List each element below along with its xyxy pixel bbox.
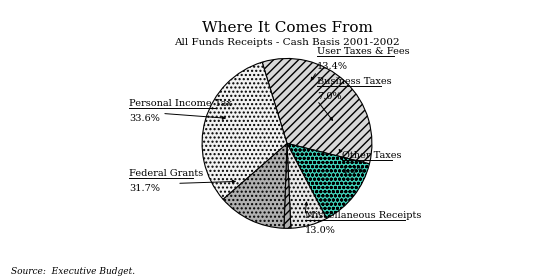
Wedge shape — [287, 143, 326, 228]
Text: Source:  Executive Budget.: Source: Executive Budget. — [11, 267, 136, 276]
Text: Federal Grants: Federal Grants — [129, 169, 203, 178]
Text: 7.0%: 7.0% — [317, 92, 342, 102]
Text: 33.6%: 33.6% — [129, 114, 160, 123]
Text: 13.0%: 13.0% — [305, 226, 336, 235]
Text: Where It Comes From: Where It Comes From — [202, 21, 372, 35]
Wedge shape — [287, 143, 370, 218]
Text: Personal Income Tax: Personal Income Tax — [129, 99, 232, 108]
Wedge shape — [202, 62, 287, 199]
Wedge shape — [223, 143, 287, 228]
Text: User Taxes & Fees: User Taxes & Fees — [317, 47, 409, 56]
Text: Other Taxes: Other Taxes — [342, 151, 402, 160]
Text: 31.7%: 31.7% — [129, 184, 160, 193]
Wedge shape — [284, 143, 291, 228]
Text: Miscellaneous Receipts: Miscellaneous Receipts — [305, 211, 421, 220]
Wedge shape — [262, 59, 372, 164]
Text: All Funds Receipts - Cash Basis 2001-2002: All Funds Receipts - Cash Basis 2001-200… — [174, 39, 400, 47]
Text: 13.4%: 13.4% — [317, 62, 348, 71]
Text: 1.3%: 1.3% — [342, 166, 367, 175]
Text: Business Taxes: Business Taxes — [317, 77, 391, 86]
